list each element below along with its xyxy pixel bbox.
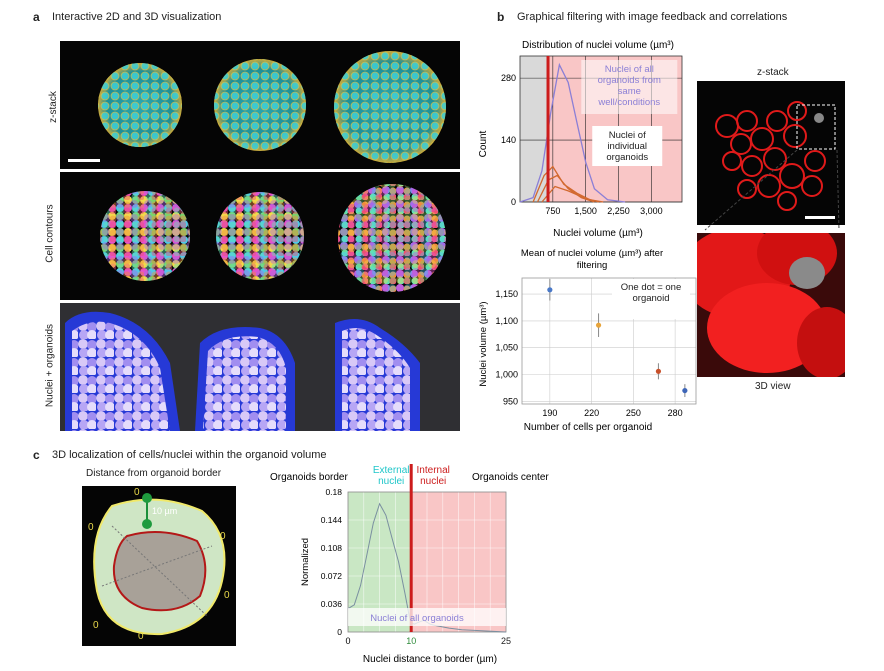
zero-label-bottom-right: 0 — [224, 590, 230, 601]
y-tick-label: 280 — [501, 73, 516, 83]
zero-label-right: 0 — [220, 531, 226, 542]
legend-box — [612, 279, 690, 319]
y-tick-label: 1,050 — [495, 343, 518, 353]
chart1-ylabel: Count — [478, 130, 489, 157]
annotation-all-organoids: organoids from — [598, 75, 661, 86]
zoom-connector — [704, 150, 840, 231]
chart1-xlabel: Nuclei volume (µm³) — [553, 228, 643, 239]
legend-text: Nuclei of all organoids — [370, 613, 464, 624]
region-label-internal: Internal — [417, 465, 450, 476]
x-tick-label: 220 — [584, 408, 599, 418]
annotation-individual: Nuclei of — [609, 130, 646, 141]
y-tick-label: 0.108 — [321, 543, 343, 553]
region-label-external: nuclei — [378, 476, 404, 487]
x-tick-label: 3,000 — [640, 206, 663, 216]
row-label-nuclei: Nuclei + organoids — [44, 323, 56, 408]
legend-text: One dot = one — [621, 282, 681, 293]
distance-to-border-chart: Normalized Nuclei distance to border (µm… — [270, 464, 549, 665]
chart2-xlabel: Number of cells per organoid — [524, 422, 652, 433]
zstack-red-image — [697, 81, 845, 225]
zstack-image-row — [60, 41, 460, 169]
data-point-2 — [655, 368, 662, 374]
panel-a-title: Interactive 2D and 3D visualization — [52, 11, 222, 23]
distance-annotation: 10 µm — [152, 506, 178, 516]
view3d-label: 3D view — [755, 381, 791, 392]
nuclei-organoids-image-row — [60, 303, 460, 431]
zstack-label: z-stack — [757, 67, 789, 78]
volume-distribution-chart: Distribution of nuclei volume (µm³) Coun… — [478, 40, 683, 239]
panel-b-title: Graphical filtering with image feedback … — [517, 11, 788, 23]
annotation-all-organoids: same — [618, 86, 641, 97]
zero-label-bottom-left: 0 — [93, 620, 99, 631]
y-tick-label: 950 — [503, 396, 518, 406]
annotation-all-organoids: Nuclei of all — [605, 64, 654, 75]
y-tick-label: 0.036 — [321, 599, 343, 609]
region-label-border: Organoids border — [270, 472, 348, 483]
zero-label-left: 0 — [88, 522, 94, 533]
legend-text: organoid — [633, 293, 670, 304]
panel-c-label: c — [33, 448, 40, 462]
annotation-box-all — [581, 60, 678, 114]
organoid-zstack-2 — [214, 59, 306, 151]
x-tick-label: 10 — [406, 636, 416, 646]
y-tick-label: 1,150 — [495, 289, 518, 299]
chart1-title: Distribution of nuclei volume (µm³) — [522, 40, 674, 51]
view3d-image — [697, 233, 845, 377]
y-tick-label: 0 — [337, 627, 342, 637]
series-line-3 — [541, 185, 599, 203]
x-tick-label: 1,500 — [574, 206, 597, 216]
organoid-distance-image — [82, 486, 236, 646]
x-tick-label: 2,250 — [607, 206, 630, 216]
x-tick-label: 750 — [545, 206, 560, 216]
region-label-center: Organoids center — [472, 472, 549, 483]
x-tick-label-0: 0 — [345, 636, 350, 646]
series-line-0 — [519, 62, 626, 203]
chart3-ylabel: Normalized — [300, 538, 311, 586]
y-tick-label: 0 — [511, 197, 516, 207]
annotation-individual: individual — [607, 141, 647, 152]
region-label-internal: nuclei — [420, 476, 446, 487]
annotation-individual: organoids — [606, 152, 648, 163]
x-tick-label: 25 — [501, 636, 511, 646]
row-label-contours: Cell contours — [44, 204, 56, 263]
data-point-0 — [547, 287, 553, 293]
y-tick-label: 1,100 — [495, 316, 518, 326]
region-label-external: External — [373, 465, 410, 476]
scale-bar — [68, 159, 100, 162]
data-point-3 — [682, 387, 688, 394]
plot-frame — [521, 277, 697, 405]
data-point-1 — [595, 322, 602, 328]
legend-box — [348, 608, 506, 626]
plot-frame — [347, 491, 507, 633]
y-tick-label: 140 — [501, 135, 516, 145]
annotation-all-organoids: well/conditions — [597, 97, 660, 108]
zero-label-top: 0 — [134, 487, 140, 498]
chart2-ylabel: Nuclei volume (µm³) — [478, 301, 489, 386]
annotation-box-individual — [592, 126, 663, 166]
x-tick-label: 280 — [668, 408, 683, 418]
panel-b-label: b — [497, 10, 505, 24]
contours-image-row — [60, 172, 460, 300]
y-tick-label: 0.18 — [325, 487, 342, 497]
x-tick-label: 190 — [542, 408, 557, 418]
organoid-zstack-3 — [334, 51, 446, 163]
y-tick-label: 1,000 — [495, 370, 518, 380]
chart2-title-line1: Mean of nuclei volume (µm³) after — [521, 248, 663, 259]
y-tick-label: 0.072 — [321, 571, 343, 581]
chart2-title-line2: filtering — [577, 260, 608, 271]
panel-c-title: 3D localization of cells/nuclei within t… — [52, 449, 327, 461]
organoid-zstack-1 — [98, 63, 182, 147]
chart3-xlabel: Nuclei distance to border (µm) — [363, 654, 497, 665]
organoid-border-image-title: Distance from organoid border — [86, 468, 222, 479]
zero-label-bottom: 0 — [138, 631, 144, 642]
mean-volume-scatter-chart: Mean of nuclei volume (µm³) after filter… — [478, 248, 697, 433]
y-tick-label: 0.144 — [321, 515, 343, 525]
panel-a-label: a — [33, 10, 40, 24]
x-tick-label: 250 — [626, 408, 641, 418]
